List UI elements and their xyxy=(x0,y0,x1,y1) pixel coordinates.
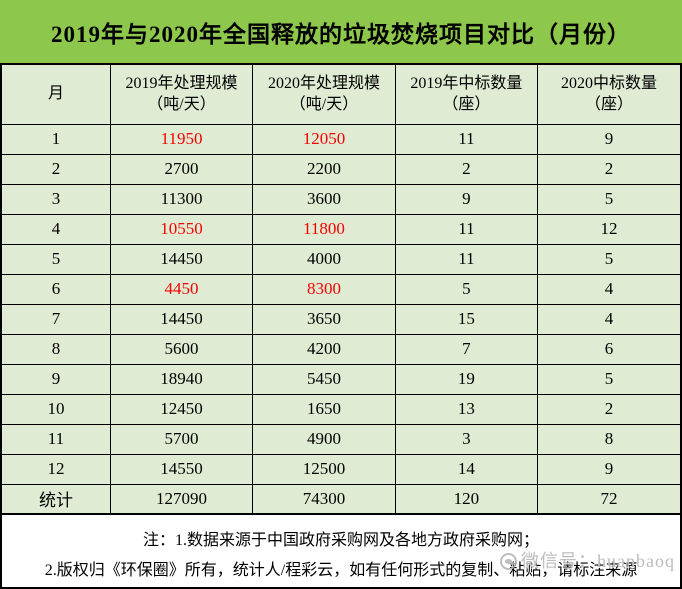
footer-note-line2: 2.版权归《环保圈》所有，统计人/程彩云，如有任何形式的复制、粘贴，请标注来源 xyxy=(44,561,638,579)
cell-month: 3 xyxy=(0,183,111,215)
cell-scale-2019: 11300 xyxy=(109,183,254,215)
cell-total-scale-2020: 74300 xyxy=(252,483,396,515)
cell-scale-2020: 8300 xyxy=(252,273,396,305)
cell-total-count-2020: 72 xyxy=(536,483,682,515)
cell-scale-2019: 5700 xyxy=(109,423,254,455)
header-unit: （吨/天） xyxy=(147,96,216,114)
cell-total-label: 统计 xyxy=(0,483,111,515)
cell-month: 9 xyxy=(0,363,111,395)
cell-count-2019: 14 xyxy=(394,453,538,485)
cell-month: 12 xyxy=(0,453,111,485)
table-row: 1 11950 12050 11 9 xyxy=(0,123,682,155)
col-header-2020-scale: 2020年处理规模 （吨/天） xyxy=(252,63,396,125)
cell-scale-2020: 4200 xyxy=(252,333,396,365)
header-label: 月 xyxy=(47,85,64,103)
page-title: 2019年与2020年全国释放的垃圾焚烧项目对比（月份） xyxy=(0,0,682,63)
cell-month: 2 xyxy=(0,153,111,185)
table-row: 11 5700 4900 3 8 xyxy=(0,423,682,455)
cell-month: 11 xyxy=(0,423,111,455)
cell-scale-2020: 3600 xyxy=(252,183,396,215)
header-label: 2019年中标数量 xyxy=(410,74,523,92)
header-unit: （吨/天） xyxy=(289,96,359,114)
cell-scale-2019: 14450 xyxy=(109,303,254,335)
table-row: 2 2700 2200 2 2 xyxy=(0,153,682,185)
table-row: 4 10550 11800 11 12 xyxy=(0,213,682,245)
header-unit: （座） xyxy=(584,96,633,114)
cell-scale-2019: 11950 xyxy=(109,123,254,155)
cell-count-2019: 2 xyxy=(394,153,538,185)
cell-scale-2019: 4450 xyxy=(109,273,254,305)
header-label: 2020中标数量 xyxy=(560,74,657,92)
header-row: 月 2019年处理规模 （吨/天） 2020年处理规模 （吨/天） 2019年中标数… xyxy=(0,63,682,125)
col-header-month: 月 xyxy=(0,63,111,125)
cell-count-2020: 9 xyxy=(536,453,682,485)
cell-count-2020: 2 xyxy=(536,153,682,185)
cell-scale-2020: 4000 xyxy=(252,243,396,275)
cell-month: 6 xyxy=(0,273,111,305)
cell-count-2020: 4 xyxy=(536,303,682,335)
cell-scale-2020: 5450 xyxy=(252,363,396,395)
cell-scale-2020: 12050 xyxy=(252,123,396,155)
cell-month: 8 xyxy=(0,333,111,365)
table-row: 3 11300 3600 9 5 xyxy=(0,183,682,215)
table-row: 7 14450 3650 15 4 xyxy=(0,303,682,335)
cell-count-2020: 12 xyxy=(536,213,682,245)
cell-count-2020: 8 xyxy=(536,423,682,455)
cell-count-2019: 19 xyxy=(394,363,538,395)
header-label: 2019年处理规模 xyxy=(125,74,238,92)
cell-count-2019: 13 xyxy=(394,393,538,425)
table-row: 10 12450 1650 13 2 xyxy=(0,393,682,425)
cell-scale-2019: 5600 xyxy=(109,333,254,365)
cell-count-2019: 11 xyxy=(394,213,538,245)
cell-count-2019: 9 xyxy=(394,183,538,215)
cell-count-2020: 6 xyxy=(536,333,682,365)
comparison-table: 月 2019年处理规模 （吨/天） 2020年处理规模 （吨/天） 2019年中标数… xyxy=(0,63,682,515)
total-row: 统计 127090 74300 120 72 xyxy=(0,483,682,515)
table-row: 6 4450 8300 5 4 xyxy=(0,273,682,305)
footer-note: 注：1.数据来源于中国政府采购网及各地方政府采购网； 2.版权归《环保圈》所有，… xyxy=(0,515,682,589)
footer-note-line1: 注：1.数据来源于中国政府采购网及各地方政府采购网； xyxy=(142,532,539,549)
cell-count-2020: 5 xyxy=(536,363,682,395)
cell-scale-2019: 14550 xyxy=(109,453,254,485)
cell-scale-2020: 3650 xyxy=(252,303,396,335)
table-row: 12 14550 12500 14 9 xyxy=(0,453,682,485)
col-header-2019-count: 2019年中标数量 （座） xyxy=(394,63,538,125)
cell-month: 7 xyxy=(0,303,111,335)
table-row: 8 5600 4200 7 6 xyxy=(0,333,682,365)
table-row: 5 14450 4000 11 5 xyxy=(0,243,682,275)
header-label: 2020年处理规模 xyxy=(267,74,380,92)
cell-count-2019: 5 xyxy=(394,273,538,305)
cell-scale-2019: 10550 xyxy=(109,213,254,245)
cell-scale-2019: 2700 xyxy=(109,153,254,185)
cell-month: 5 xyxy=(0,243,111,275)
cell-scale-2019: 12450 xyxy=(109,393,254,425)
cell-count-2020: 5 xyxy=(536,183,682,215)
cell-month: 10 xyxy=(0,393,111,425)
cell-count-2020: 9 xyxy=(536,123,682,155)
cell-total-scale-2019: 127090 xyxy=(109,483,254,515)
cell-month: 1 xyxy=(0,123,111,155)
cell-count-2020: 4 xyxy=(536,273,682,305)
cell-total-count-2019: 120 xyxy=(394,483,538,515)
cell-count-2019: 11 xyxy=(394,123,538,155)
cell-scale-2019: 18940 xyxy=(109,363,254,395)
cell-count-2019: 11 xyxy=(394,243,538,275)
cell-scale-2019: 14450 xyxy=(109,243,254,275)
cell-scale-2020: 12500 xyxy=(252,453,396,485)
cell-scale-2020: 2200 xyxy=(252,153,396,185)
cell-count-2019: 7 xyxy=(394,333,538,365)
cell-scale-2020: 4900 xyxy=(252,423,396,455)
table-row: 9 18940 5450 19 5 xyxy=(0,363,682,395)
cell-count-2019: 3 xyxy=(394,423,538,455)
col-header-2019-scale: 2019年处理规模 （吨/天） xyxy=(109,63,254,125)
cell-count-2020: 2 xyxy=(536,393,682,425)
cell-month: 4 xyxy=(0,213,111,245)
cell-scale-2020: 11800 xyxy=(252,213,396,245)
col-header-2020-count: 2020中标数量 （座） xyxy=(536,63,682,125)
cell-count-2020: 5 xyxy=(536,243,682,275)
cell-scale-2020: 1650 xyxy=(252,393,396,425)
cell-count-2019: 15 xyxy=(394,303,538,335)
header-unit: （座） xyxy=(442,96,491,114)
